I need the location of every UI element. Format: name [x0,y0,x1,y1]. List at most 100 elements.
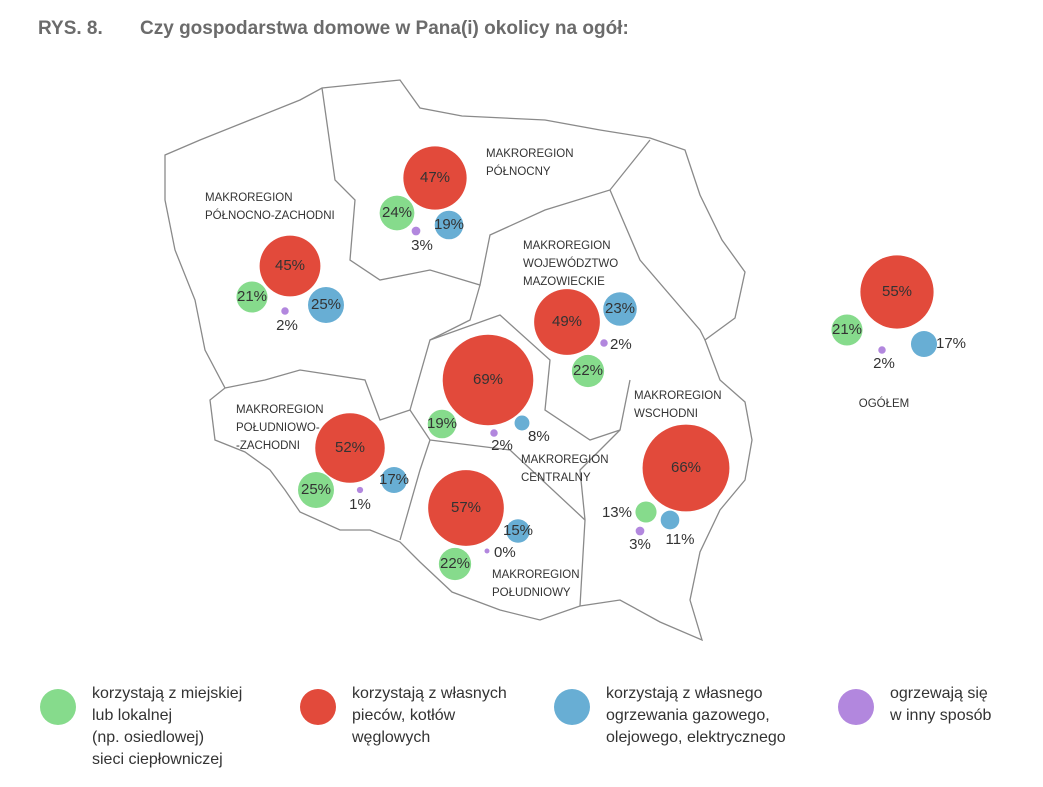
region-name: -ZACHODNI [236,440,300,452]
bubble [831,314,863,346]
region-name: WSCHODNI [634,408,698,420]
region-name: MAKROREGION [236,404,324,416]
value-label: 13% [602,504,632,521]
bubble [878,346,886,354]
legend-label: (np. osiedlowej) [92,729,204,746]
bubble [534,289,600,355]
value-label: 47% [420,169,450,186]
bubble [910,330,938,358]
value-label: 52% [335,439,365,456]
bubble [438,547,472,581]
value-label: 1% [349,496,371,513]
value-label: 25% [301,481,331,498]
bubble [490,429,498,437]
region-border [579,189,706,607]
region-name: POŁUDNIOWY [492,587,571,599]
value-label: 3% [411,237,433,254]
region-border [399,314,621,541]
legend-label: korzystają z miejskiej [92,685,242,702]
legend-swatch [300,689,336,725]
bubble [427,409,457,439]
value-label: 19% [427,415,457,432]
region-name: MAKROREGION [492,569,580,581]
bubble [603,292,637,326]
legend-label: korzystają z własnego [606,685,763,702]
bubble [380,466,408,494]
legend-label: korzystają z własnych [352,685,507,702]
value-label: 15% [503,522,533,539]
value-label: 66% [671,459,701,476]
legend-label: ogrzewają się [890,685,988,702]
legend-label: pieców, kotłów [352,707,456,724]
figure-number: RYS. 8. [38,18,103,39]
bubble [484,548,490,554]
value-label: 11% [666,531,695,548]
region-name: MAKROREGION [486,148,574,160]
bubble [259,235,321,297]
bubble [379,195,415,231]
bubble [308,287,344,323]
bubble [298,472,334,508]
value-label: 25% [311,296,341,313]
legend-swatch [838,689,874,725]
legend-label: olejowego, elektrycznego [606,729,786,746]
region-name: PÓŁNOCNO-ZACHODNI [205,209,335,222]
bubble [506,519,530,543]
bubble [860,255,934,329]
value-label: 22% [440,555,470,572]
legend-label: lub lokalnej [92,707,172,724]
value-label: 69% [473,371,503,388]
value-label: 2% [610,336,632,353]
legend-swatch [40,689,76,725]
bubble [281,307,289,315]
region-name: MAKROREGION [521,454,609,466]
bubble [442,334,534,426]
region-name: MAKROREGION [523,240,611,252]
bubble [635,501,657,523]
region-border [224,284,481,421]
value-label: 21% [832,321,862,338]
bubble [571,354,605,388]
figure-title: Czy gospodarstwa domowe w Pana(i) okolic… [140,18,629,39]
value-label: 49% [552,313,582,330]
country-outline [164,79,753,642]
bubble [514,415,530,431]
value-label: 21% [237,288,267,305]
bubble [600,339,608,347]
bubble [428,470,504,546]
region-name: MAZOWIECKIE [523,276,605,288]
region-name: WOJEWÓDZTWO [523,257,618,270]
value-label: 22% [573,362,603,379]
value-label: 57% [451,499,481,516]
bubble [434,210,464,240]
region-name: MAKROREGION [205,192,293,204]
value-label: 2% [276,317,298,334]
value-label: 45% [275,257,305,274]
legend-swatch [554,689,590,725]
legend-label: węglowych [351,729,430,746]
legend-label: w inny sposób [889,707,991,724]
region-name: MAKROREGION [634,390,722,402]
region-name: CENTRALNY [521,472,591,484]
bubble [236,281,268,313]
bubble [403,146,467,210]
bubble [315,413,385,483]
legend-label: sieci ciepłowniczej [92,751,223,768]
region-name: OGÓŁEM [859,397,909,410]
value-label: 24% [382,204,412,221]
bubble [635,526,645,536]
value-label: 23% [605,300,635,317]
poland-map [164,79,753,642]
value-label: 8% [528,428,550,445]
region-name: POŁUDNIOWO- [236,422,320,434]
bubble [660,510,680,530]
bubble [642,424,730,512]
value-label: 17% [379,471,409,488]
bubble [356,486,364,494]
bubble [411,226,421,236]
value-label: 55% [882,283,912,300]
value-label: 2% [873,355,895,372]
value-label: 2% [491,437,513,454]
value-label: 19% [434,216,464,233]
